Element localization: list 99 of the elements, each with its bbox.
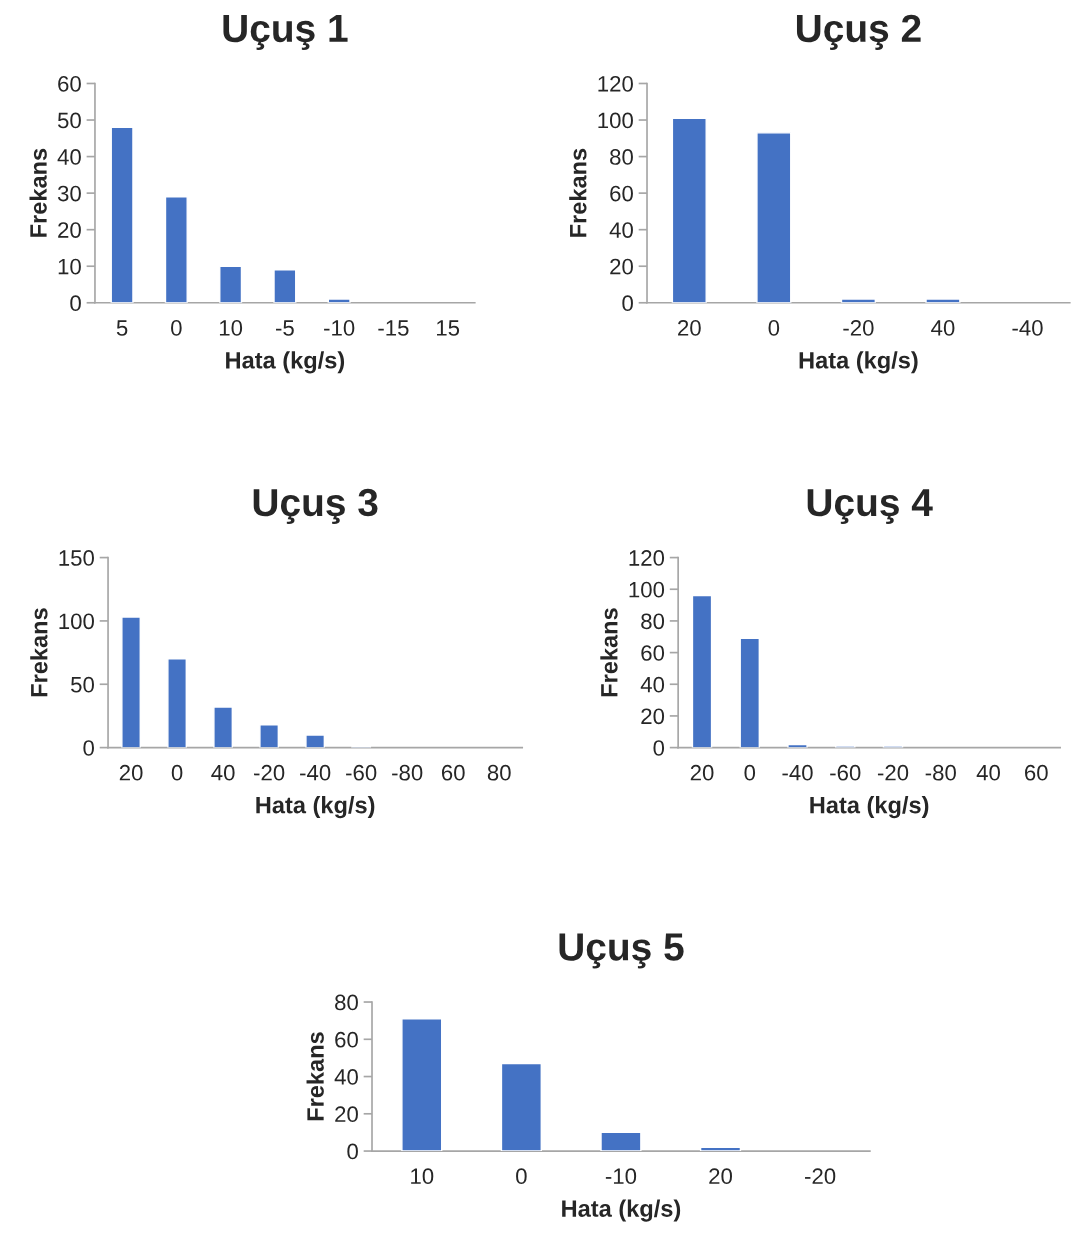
y-axis-title: Frekans xyxy=(29,148,47,237)
y-tick-label: 10 xyxy=(58,258,81,275)
x-tick-label: 20 xyxy=(709,1168,733,1185)
y-tick-label: 100 xyxy=(598,112,633,129)
x-tick-label: 0 xyxy=(171,320,182,336)
y-tick-label: 100 xyxy=(59,613,94,630)
x-tick-label: -40 xyxy=(782,764,813,781)
bar xyxy=(600,1131,642,1152)
y-axis-title: Frekans xyxy=(30,608,48,697)
bar xyxy=(259,724,280,748)
x-axis-title: Hata (kg/s) xyxy=(562,1199,681,1222)
bar xyxy=(699,1146,742,1152)
bar xyxy=(671,117,707,303)
y-tick-label: 100 xyxy=(629,581,665,598)
y-tick-label: 80 xyxy=(335,994,358,1011)
x-tick-label: -20 xyxy=(254,764,285,781)
y-tick-label: 60 xyxy=(335,1031,358,1048)
y-tick-label: 20 xyxy=(58,222,81,238)
bar xyxy=(401,1018,443,1152)
y-tick-label: 40 xyxy=(640,676,665,693)
y-tick-label: 80 xyxy=(641,613,665,630)
x-tick-label: -10 xyxy=(324,320,355,336)
y-tick-label: 60 xyxy=(610,185,633,202)
chart-title: Uçuş 1 xyxy=(223,15,348,50)
bar xyxy=(305,734,326,748)
y-tick-label: 50 xyxy=(71,676,94,693)
x-tick-label: -80 xyxy=(925,764,956,781)
y-axis-title: Frekans xyxy=(600,608,618,697)
x-tick-label: -40 xyxy=(1012,320,1043,336)
bar xyxy=(756,132,792,303)
x-tick-label: -80 xyxy=(392,764,423,781)
y-tick-label: 120 xyxy=(598,76,633,92)
y-tick-label: 0 xyxy=(70,295,81,312)
x-tick-label: 10 xyxy=(411,1168,434,1185)
chart-title: Uçuş 5 xyxy=(559,933,684,969)
x-tick-label: 10 xyxy=(219,320,243,336)
y-tick-label: 0 xyxy=(83,740,94,756)
x-tick-label: 60 xyxy=(1025,764,1048,781)
y-tick-label: 0 xyxy=(653,740,665,756)
y-tick-label: 20 xyxy=(335,1106,358,1123)
bar xyxy=(925,298,961,303)
x-tick-label: 80 xyxy=(487,764,511,781)
y-tick-label: 30 xyxy=(57,185,81,202)
y-tick-label: 80 xyxy=(610,149,633,165)
y-tick-label: 120 xyxy=(629,550,665,566)
x-axis-title: Hata (kg/s) xyxy=(799,351,918,374)
y-tick-label: 40 xyxy=(609,222,633,238)
x-tick-label: -20 xyxy=(805,1168,836,1185)
x-axis-title: Hata (kg/s) xyxy=(810,796,929,819)
bar xyxy=(739,637,761,748)
x-tick-label: -20 xyxy=(877,764,909,781)
x-tick-label: -15 xyxy=(378,320,409,336)
y-tick-label: 40 xyxy=(334,1069,358,1085)
bar xyxy=(213,706,233,748)
y-tick-label: 60 xyxy=(58,76,81,92)
x-tick-label: 15 xyxy=(437,320,460,336)
y-tick-label: 50 xyxy=(57,112,81,129)
y-tick-label: 0 xyxy=(347,1143,358,1160)
chart-title: Uçuş 4 xyxy=(807,489,933,524)
bar xyxy=(167,658,187,748)
y-axis-title: Frekans xyxy=(569,148,587,237)
y-tick-label: 150 xyxy=(59,550,94,566)
x-tick-label: 40 xyxy=(211,764,235,781)
chart-title: Uçuş 2 xyxy=(796,14,921,50)
bar xyxy=(219,265,243,303)
bar xyxy=(500,1062,542,1152)
y-tick-label: 20 xyxy=(610,258,633,275)
bar xyxy=(164,196,188,303)
bar xyxy=(327,298,351,303)
bar xyxy=(110,126,134,303)
y-axis-title: Frekans xyxy=(306,1032,324,1121)
y-tick-label: 40 xyxy=(57,149,81,165)
x-tick-label: 20 xyxy=(678,320,701,336)
bar xyxy=(691,594,713,748)
chart-title: Uçuş 3 xyxy=(253,488,378,524)
x-tick-label: 0 xyxy=(516,1168,527,1185)
x-tick-label: -20 xyxy=(843,320,874,336)
x-tick-label: 60 xyxy=(441,764,465,781)
x-tick-label: 0 xyxy=(171,764,183,781)
x-axis-title: Hata (kg/s) xyxy=(256,796,375,819)
x-axis-title: Hata (kg/s) xyxy=(226,351,345,374)
x-tick-label: 0 xyxy=(744,764,756,781)
bar xyxy=(121,616,141,748)
x-tick-label: 20 xyxy=(690,764,714,781)
x-tick-label: 0 xyxy=(768,320,780,336)
y-tick-label: 0 xyxy=(622,295,633,312)
y-tick-label: 60 xyxy=(641,645,665,661)
x-tick-label: -10 xyxy=(605,1168,637,1185)
x-tick-label: 20 xyxy=(119,764,143,781)
x-tick-label: -60 xyxy=(830,764,861,781)
x-tick-label: -40 xyxy=(300,764,331,781)
bar xyxy=(273,269,297,303)
x-tick-label: 40 xyxy=(931,320,955,336)
x-tick-label: 40 xyxy=(976,764,1000,781)
y-tick-label: 20 xyxy=(641,708,665,725)
x-tick-label: -60 xyxy=(346,764,377,781)
x-tick-label: 5 xyxy=(116,320,128,336)
x-tick-label: -5 xyxy=(275,320,294,336)
bar xyxy=(840,298,877,303)
